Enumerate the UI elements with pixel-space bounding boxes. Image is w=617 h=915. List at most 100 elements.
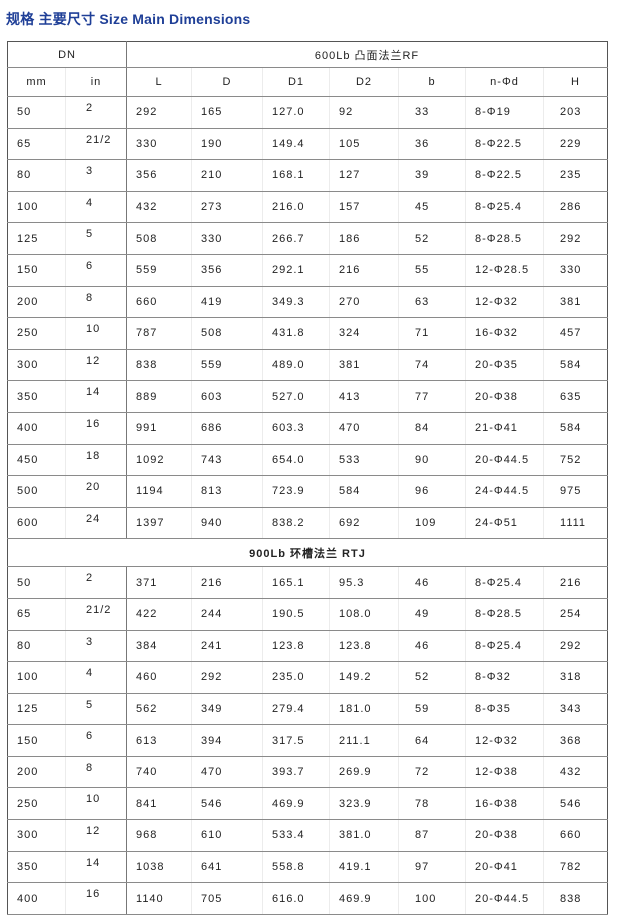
table-row: 500 20 1194 813 723.9 584 96 24-Φ44.5 975 bbox=[7, 475, 608, 508]
cell-d2: 149.2 bbox=[329, 661, 400, 694]
table-row: 125 5 508 330 266.7 186 52 8-Φ28.5 292 bbox=[7, 222, 608, 255]
cell-b: 71 bbox=[398, 317, 467, 350]
cell-b: 52 bbox=[398, 661, 467, 694]
cell-d1: 723.9 bbox=[262, 475, 331, 508]
cell-d2: 324 bbox=[329, 317, 400, 350]
cell-d: 705 bbox=[191, 882, 264, 915]
cell-n-phi-d: 8-Φ28.5 bbox=[465, 222, 545, 255]
cell-d1: 349.3 bbox=[262, 286, 331, 319]
cell-in: 20 bbox=[65, 475, 128, 508]
cell-in: 24 bbox=[65, 507, 128, 540]
table-row: 150 6 613 394 317.5 211.1 64 12-Φ32 368 bbox=[7, 724, 608, 757]
cell-h: 975 bbox=[543, 475, 608, 508]
table-row: 300 12 838 559 489.0 381 74 20-Φ35 584 bbox=[7, 349, 608, 382]
cell-n-phi-d: 12-Φ38 bbox=[465, 756, 545, 789]
cell-n-phi-d: 24-Φ44.5 bbox=[465, 475, 545, 508]
cell-d2: 469.9 bbox=[329, 882, 400, 915]
cell-mm: 200 bbox=[7, 756, 66, 789]
cell-mm: 300 bbox=[7, 349, 66, 382]
cell-d2: 269.9 bbox=[329, 756, 400, 789]
cell-n-phi-d: 12-Φ28.5 bbox=[465, 254, 545, 287]
cell-n-phi-d: 24-Φ51 bbox=[465, 507, 545, 540]
table-row: 450 18 1092 743 654.0 533 90 20-Φ44.5 752 bbox=[7, 444, 608, 477]
cell-mm: 150 bbox=[7, 254, 66, 287]
cell-d: 330 bbox=[191, 222, 264, 255]
cell-mm: 350 bbox=[7, 851, 66, 884]
cell-n-phi-d: 20-Φ38 bbox=[465, 380, 545, 413]
cell-n-phi-d: 20-Φ35 bbox=[465, 349, 545, 382]
cell-d1: 279.4 bbox=[262, 693, 331, 726]
cell-n-phi-d: 8-Φ25.4 bbox=[465, 566, 545, 599]
cell-d2: 419.1 bbox=[329, 851, 400, 884]
cell-in: 2 bbox=[65, 96, 128, 129]
cell-mm: 200 bbox=[7, 286, 66, 319]
cell-d2: 95.3 bbox=[329, 566, 400, 599]
cell-b: 72 bbox=[398, 756, 467, 789]
cell-in: 16 bbox=[65, 412, 128, 445]
cell-b: 45 bbox=[398, 191, 467, 224]
cell-h: 584 bbox=[543, 412, 608, 445]
column-header-l: L bbox=[126, 67, 193, 97]
cell-in: 12 bbox=[65, 349, 128, 382]
cell-l: 838 bbox=[126, 349, 193, 382]
cell-mm: 125 bbox=[7, 693, 66, 726]
column-header-d2: D2 bbox=[329, 67, 400, 97]
cell-l: 968 bbox=[126, 819, 193, 852]
cell-n-phi-d: 20-Φ38 bbox=[465, 819, 545, 852]
cell-in: 8 bbox=[65, 756, 128, 789]
cell-n-phi-d: 16-Φ32 bbox=[465, 317, 545, 350]
cell-d2: 216 bbox=[329, 254, 400, 287]
cell-in: 4 bbox=[65, 191, 128, 224]
cell-mm: 50 bbox=[7, 96, 66, 129]
cell-d2: 105 bbox=[329, 128, 400, 161]
cell-in: 21/2 bbox=[65, 598, 128, 631]
cell-d1: 603.3 bbox=[262, 412, 331, 445]
table-row: 350 14 1038 641 558.8 419.1 97 20-Φ41 782 bbox=[7, 851, 608, 884]
cell-in: 3 bbox=[65, 630, 128, 663]
cell-d2: 692 bbox=[329, 507, 400, 540]
cell-b: 97 bbox=[398, 851, 467, 884]
cell-d: 470 bbox=[191, 756, 264, 789]
cell-h: 660 bbox=[543, 819, 608, 852]
cell-h: 838 bbox=[543, 882, 608, 915]
class-900-header: 900Lb 环槽法兰 RTJ bbox=[7, 538, 608, 568]
cell-b: 64 bbox=[398, 724, 467, 757]
cell-b: 96 bbox=[398, 475, 467, 508]
cell-l: 1397 bbox=[126, 507, 193, 540]
cell-in: 5 bbox=[65, 693, 128, 726]
cell-d1: 838.2 bbox=[262, 507, 331, 540]
cell-n-phi-d: 12-Φ32 bbox=[465, 286, 545, 319]
page-title: 规格 主要尺寸 Size Main Dimensions bbox=[6, 11, 251, 27]
cell-l: 384 bbox=[126, 630, 193, 663]
cell-d1: 235.0 bbox=[262, 661, 331, 694]
table-row: 65 21/2 330 190 149.4 105 36 8-Φ22.5 229 bbox=[7, 128, 608, 161]
cell-mm: 100 bbox=[7, 191, 66, 224]
cell-d2: 127 bbox=[329, 159, 400, 192]
cell-d1: 168.1 bbox=[262, 159, 331, 192]
cell-n-phi-d: 21-Φ41 bbox=[465, 412, 545, 445]
cell-mm: 125 bbox=[7, 222, 66, 255]
cell-l: 889 bbox=[126, 380, 193, 413]
cell-mm: 65 bbox=[7, 598, 66, 631]
cell-l: 356 bbox=[126, 159, 193, 192]
cell-mm: 450 bbox=[7, 444, 66, 477]
table-row: 350 14 889 603 527.0 413 77 20-Φ38 635 bbox=[7, 380, 608, 413]
cell-d1: 149.4 bbox=[262, 128, 331, 161]
cell-d: 273 bbox=[191, 191, 264, 224]
cell-n-phi-d: 16-Φ38 bbox=[465, 787, 545, 821]
cell-d: 356 bbox=[191, 254, 264, 287]
cell-d2: 381.0 bbox=[329, 819, 400, 852]
cell-l: 562 bbox=[126, 693, 193, 726]
cell-d: 210 bbox=[191, 159, 264, 192]
cell-d: 241 bbox=[191, 630, 264, 663]
table-row: 50 2 371 216 165.1 95.3 46 8-Φ25.4 216 bbox=[7, 566, 608, 599]
column-header-h: H bbox=[543, 67, 608, 97]
cell-b: 100 bbox=[398, 882, 467, 915]
cell-mm: 250 bbox=[7, 317, 66, 350]
cell-d1: 489.0 bbox=[262, 349, 331, 382]
cell-d: 349 bbox=[191, 693, 264, 726]
cell-d2: 584 bbox=[329, 475, 400, 508]
cell-d2: 157 bbox=[329, 191, 400, 224]
cell-l: 371 bbox=[126, 566, 193, 599]
cell-d: 292 bbox=[191, 661, 264, 694]
